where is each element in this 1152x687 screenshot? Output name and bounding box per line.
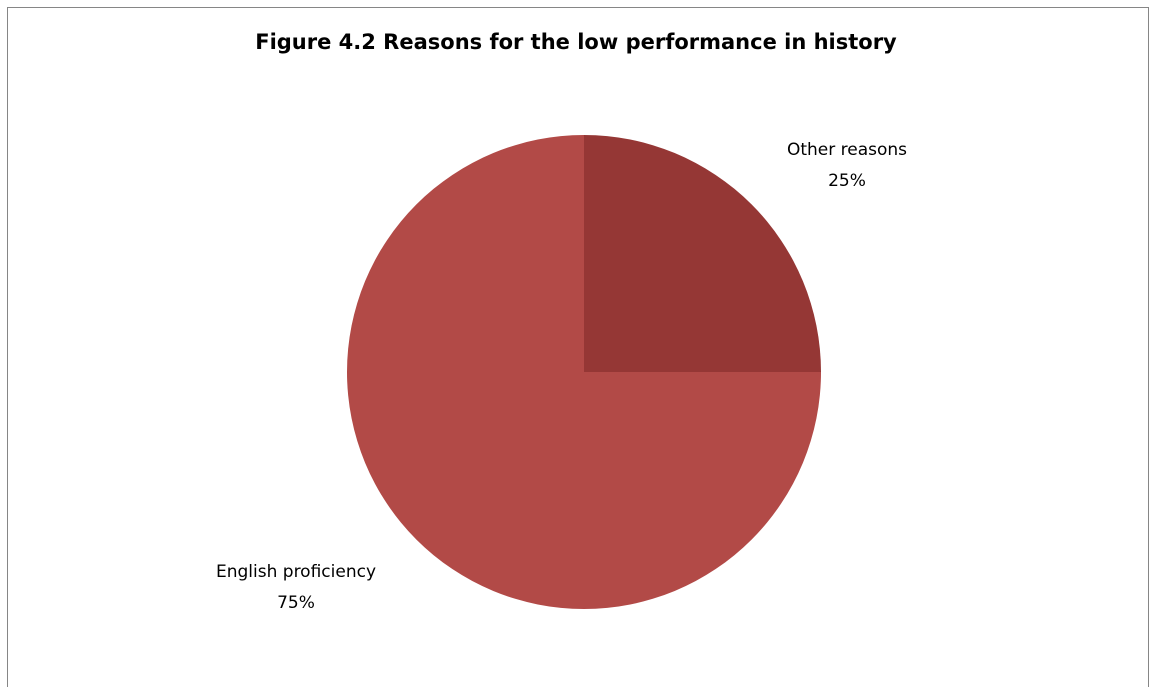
pie-slice-other-reasons xyxy=(584,135,821,372)
slice-name-label: Other reasons xyxy=(787,140,907,160)
slice-percent-label: 75% xyxy=(277,593,315,613)
slice-percent-label: 25% xyxy=(828,171,866,191)
slice-name-label: English proficiency xyxy=(216,562,376,582)
chart-title: Figure 4.2 Reasons for the low performan… xyxy=(255,30,897,54)
pie-slice-english-proficiency xyxy=(347,135,821,609)
